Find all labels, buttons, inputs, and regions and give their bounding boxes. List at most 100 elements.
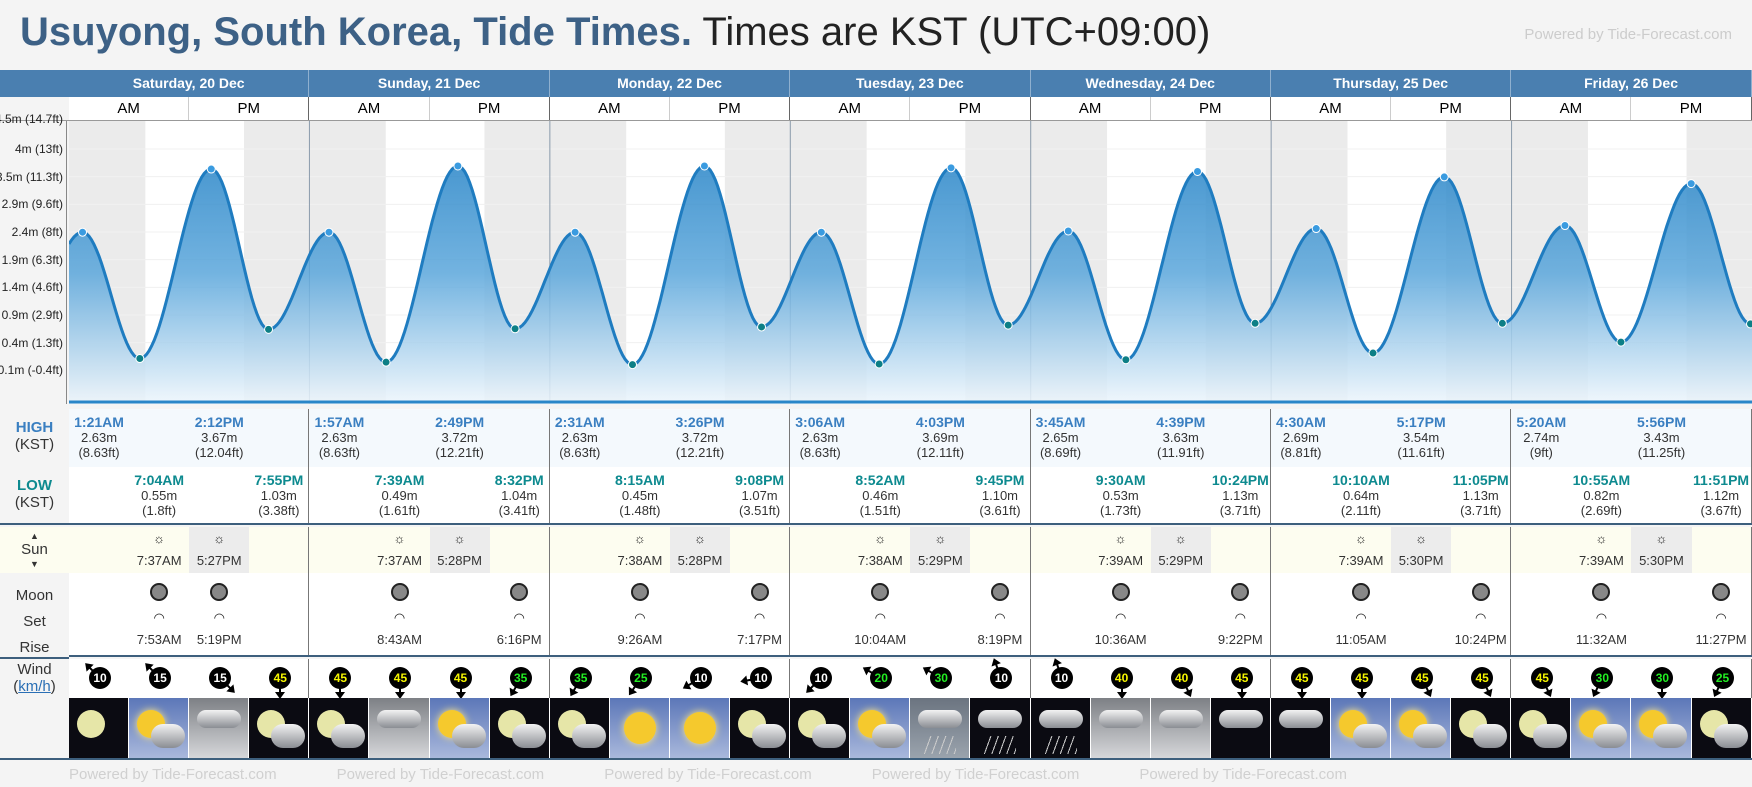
weather-icon-cloudy-night xyxy=(1210,698,1271,758)
wind-speed: 30 xyxy=(1591,667,1614,689)
am-label: AM xyxy=(69,97,190,120)
wind-cell: 15 xyxy=(189,659,249,698)
sun-cell: ☼ 5:29PM xyxy=(1150,527,1211,573)
low-tide-cell: 10:10AM 0.64m (2.11ft) xyxy=(1331,467,1391,523)
sun-cell xyxy=(1451,527,1512,573)
wind-cell: 35 xyxy=(490,659,550,699)
footer-watermark: Powered by Tide-Forecast.com xyxy=(336,766,545,783)
day-header: Sunday, 21 Dec xyxy=(309,70,550,97)
low-tide-cell: 11:05PM 1.13m (3.71ft) xyxy=(1451,467,1512,523)
weather-icon-sun-cloud xyxy=(1330,698,1392,758)
arrow-head xyxy=(739,675,749,687)
weather-icon-cloudy-day xyxy=(1090,698,1151,758)
wind-cell: 45 xyxy=(369,659,429,699)
tide-height-m: 3.72m xyxy=(441,430,478,445)
wind-cell: 45 xyxy=(1211,659,1271,699)
weather-icon-sun-cloud xyxy=(429,698,490,758)
sun-cell: ☼ 7:39AM xyxy=(1330,527,1392,573)
cloud-icon xyxy=(571,724,606,748)
powered-by-watermark[interactable]: Powered by Tide-Forecast.com xyxy=(1524,26,1732,43)
low-tide-cell xyxy=(430,467,490,523)
low-tide-cell: 8:32PM 1.04m (3.41ft) xyxy=(490,467,550,523)
cloud-icon xyxy=(271,724,306,748)
moon-phase-icon xyxy=(1712,583,1731,601)
low-tide-point xyxy=(1250,318,1260,328)
tide-height-ft: (3.38ft) xyxy=(258,503,300,518)
high-tide-point xyxy=(1311,224,1321,234)
y-tick-label: -0.1m (-0.4ft) xyxy=(0,363,63,378)
sun-cell xyxy=(549,527,610,573)
low-tz: (KST) xyxy=(14,494,55,511)
wind-unit-link[interactable]: km/h xyxy=(18,678,51,695)
moonrise-icon: ◠ xyxy=(153,610,165,625)
weather-icon-cloudy-night xyxy=(1270,698,1331,758)
sun-cell: ☼ 5:27PM xyxy=(189,527,250,573)
high-tide-cell: 4:03PM 3.69m (12.11ft) xyxy=(910,409,971,467)
moonset-icon: ◠ xyxy=(513,610,525,625)
moonset-time: 9:22PM xyxy=(1217,632,1263,647)
high-tide-time: 3:26PM xyxy=(675,414,725,430)
wind-speed: 40 xyxy=(1110,667,1133,689)
pm-label: PM xyxy=(1391,97,1512,120)
moonrise-icon: ◠ xyxy=(1355,610,1367,625)
wind-speed: 10 xyxy=(990,667,1013,689)
day-header: Thursday, 25 Dec xyxy=(1271,70,1512,97)
low-tide-point xyxy=(135,354,145,364)
low-tide-cell xyxy=(1511,467,1571,523)
wind-speed: 20 xyxy=(870,667,893,689)
sun-title: Sun xyxy=(21,541,48,558)
sunset-icon: ☼ xyxy=(453,531,466,546)
pm-label: PM xyxy=(189,97,310,120)
tide-height-m: 0.45m xyxy=(621,488,658,503)
moonset-icon: ◠ xyxy=(1234,610,1246,625)
tide-height-m: 1.12m xyxy=(1703,488,1740,503)
moon-cell: ◠ 11:27PM xyxy=(1692,573,1752,655)
low-tide-time: 9:30AM xyxy=(1095,472,1146,488)
wind-cell: 20 xyxy=(850,659,910,698)
moonset-time: 10:24PM xyxy=(1454,632,1507,647)
sunrise-time: 7:39AM xyxy=(1098,553,1144,568)
arrow-head xyxy=(1296,692,1307,699)
moonset-icon: ◠ xyxy=(753,610,766,625)
low-tide-cell: 7:39AM 0.49m (1.61ft) xyxy=(369,467,429,523)
high-tide-row: 1:21AM 2.63m (8.63ft) 2:12PM 3.67m (12.04ft) 1… xyxy=(69,409,1752,467)
moon-phase-icon xyxy=(630,583,649,601)
high-tide-cell xyxy=(1210,409,1271,467)
wind-cell: 40 xyxy=(1091,659,1151,699)
moonrise-time: 11:32AM xyxy=(1575,632,1627,647)
wind-speed: 45 xyxy=(1471,667,1494,689)
high-tide-cell: 2:31AM 2.63m (8.63ft) xyxy=(549,409,610,467)
moon-cell: ◠ 7:53AM xyxy=(129,573,189,655)
wind-speed: 45 xyxy=(389,667,412,689)
cloud-icon xyxy=(1098,710,1143,728)
cloud-icon xyxy=(1218,710,1263,728)
high-tide-point xyxy=(1686,179,1696,189)
weather-icon-moon-cloud xyxy=(790,698,851,758)
cloud-icon xyxy=(978,710,1023,728)
low-tide-point xyxy=(1497,318,1507,328)
high-tide-cell xyxy=(489,409,550,467)
low-tide-cell xyxy=(69,467,129,523)
sun-icon xyxy=(683,712,716,744)
rain-icon xyxy=(984,736,1017,754)
tide-height-m: 0.55m xyxy=(141,488,178,503)
footer-watermark: Powered by Tide-Forecast.com xyxy=(69,766,277,783)
arrow-head xyxy=(275,692,286,699)
sun-down-arrow-icon: ▼ xyxy=(30,559,39,569)
tide-height-ft: (3.71ft) xyxy=(1219,503,1261,518)
low-tide-time: 7:04AM xyxy=(134,472,185,488)
tide-height-m: 2.65m xyxy=(1042,430,1079,445)
footer-watermark: Powered by Tide-Forecast.com xyxy=(871,766,1080,783)
wind-cell: 10 xyxy=(730,659,791,698)
tide-height-ft: (3.67ft) xyxy=(1700,503,1742,518)
high-tide-cell: 1:21AM 2.63m (8.63ft) xyxy=(69,409,130,467)
high-tide-time: 1:57AM xyxy=(314,414,365,430)
y-tick-label: 1.4m (4.6ft) xyxy=(1,280,63,295)
high-tide-point xyxy=(453,161,463,171)
high-tide-cell: 1:57AM 2.63m (8.63ft) xyxy=(309,409,370,467)
weather-icon-cloudy-day xyxy=(1150,698,1211,758)
tide-height-ft: (11.91ft) xyxy=(1157,445,1205,460)
low-tide-time: 10:10AM xyxy=(1332,472,1390,488)
high-tide-time: 1:21AM xyxy=(74,414,124,430)
wind-cell: 25 xyxy=(610,659,670,699)
